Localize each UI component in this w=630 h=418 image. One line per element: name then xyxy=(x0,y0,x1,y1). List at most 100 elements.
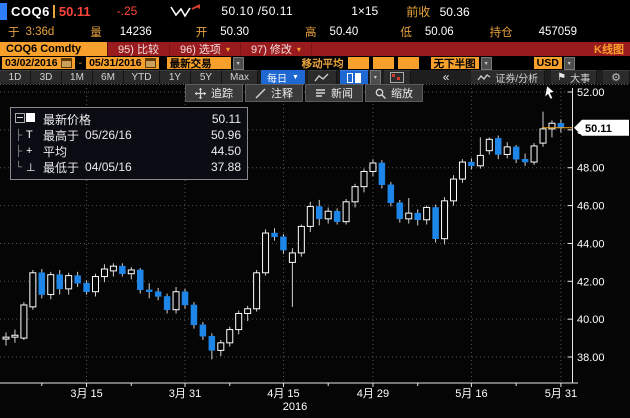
candle xyxy=(333,211,341,222)
candle xyxy=(181,291,189,306)
low-marker-icon: ⊥ xyxy=(26,161,36,174)
zoom-button[interactable]: 缩放 xyxy=(365,84,423,102)
svg-text:50.11: 50.11 xyxy=(585,123,612,135)
big-events-button[interactable]: ⚑ 大事 xyxy=(551,70,598,85)
calendar-icon[interactable] xyxy=(144,58,156,68)
date-from-input[interactable]: 03/02/2016 xyxy=(2,57,75,69)
view-title: K线图 xyxy=(594,44,624,56)
candle xyxy=(145,289,153,292)
candle xyxy=(360,171,368,188)
bid-ask: 50.10 /50.11 xyxy=(221,4,294,18)
candle xyxy=(253,272,261,310)
magnifier-icon xyxy=(375,88,386,99)
ticker-symbol: COQ6 xyxy=(11,3,50,19)
high-value: 50.40 xyxy=(329,26,359,38)
x-tick-label: 4月 29 xyxy=(357,388,389,400)
x-tick-label: 3月 31 xyxy=(169,388,201,400)
tab-1d[interactable]: 1D xyxy=(0,70,31,84)
annotate-button[interactable]: 注释 xyxy=(245,84,303,102)
tab-1m[interactable]: 1M xyxy=(62,70,93,84)
chart-type-dropdown-button[interactable]: ▾ xyxy=(369,70,381,85)
line-chart-button[interactable] xyxy=(307,70,337,84)
candle xyxy=(414,212,421,221)
lower-panel-dropdown-button[interactable]: ▾ xyxy=(480,56,492,70)
tab-6m[interactable]: 6M xyxy=(93,70,124,84)
security-analysis-button[interactable]: 证券/分析 xyxy=(471,70,546,85)
period-select[interactable]: 每日 ▼ xyxy=(261,70,305,85)
events-calendar-icon xyxy=(389,72,404,83)
y-tick-label: 46.00 xyxy=(577,201,605,213)
ma-input-3[interactable] xyxy=(397,57,419,69)
lower-panel-select[interactable]: 无下半图 xyxy=(430,57,479,70)
command-cursor-block xyxy=(0,2,7,20)
track-button[interactable]: 追踪 xyxy=(185,84,243,102)
chevron-down-icon: ▾ xyxy=(296,44,301,54)
ma-input-2[interactable] xyxy=(372,57,394,69)
tab-1y[interactable]: 1Y xyxy=(160,70,191,84)
settings-button[interactable]: ⚙ xyxy=(603,70,630,84)
candle xyxy=(441,200,449,240)
candle xyxy=(100,268,108,278)
calendar-icon[interactable] xyxy=(60,58,72,68)
tab-ytd[interactable]: YTD xyxy=(124,70,160,84)
prev-close-label: 前收 xyxy=(406,4,431,19)
tab-5y[interactable]: 5Y xyxy=(191,70,222,84)
candlestick-chart-area[interactable]: 38.0040.0042.0044.0046.0048.0050.0052.00… xyxy=(0,84,630,418)
legend-low-date: 04/05/16 xyxy=(85,160,132,174)
news-button[interactable]: 新闻 xyxy=(305,84,363,102)
ma-input-1[interactable] xyxy=(347,57,369,69)
chart-legend: 最新价格 50.11 ├ T 最高于 05/26/16 50.96 ├ + 平均… xyxy=(10,107,248,180)
candle xyxy=(342,201,350,223)
legend-expander[interactable] xyxy=(15,112,26,126)
candle xyxy=(432,207,439,239)
volume-label: 量 xyxy=(90,27,102,39)
candle xyxy=(271,232,278,238)
chevron-down-icon: ▼ xyxy=(292,73,299,81)
legend-high-date: 05/26/16 xyxy=(85,128,132,142)
candle xyxy=(450,178,457,202)
legend-low-value: 37.88 xyxy=(210,160,241,174)
candle xyxy=(548,122,556,130)
menu-edit[interactable]: 97) 修改 ▾ xyxy=(241,42,312,56)
events-button[interactable] xyxy=(383,70,411,84)
prev-close-value: 50.36 xyxy=(439,4,470,19)
candle xyxy=(127,269,135,275)
candlestick-icon xyxy=(346,72,353,83)
price-field-select[interactable]: 最新交易 xyxy=(166,57,231,70)
field-dropdown-button[interactable]: ▾ xyxy=(232,56,244,70)
y-tick-label: 40.00 xyxy=(577,314,605,326)
candle xyxy=(262,232,270,274)
candle xyxy=(226,329,234,344)
price-change: -.25 xyxy=(116,4,138,18)
candle xyxy=(83,282,90,292)
gear-icon: ⚙ xyxy=(611,72,621,84)
collapse-panel-button[interactable]: « xyxy=(442,70,450,84)
candle xyxy=(56,274,63,290)
candle xyxy=(396,202,404,220)
ticker-box[interactable]: COQ6 Comdty xyxy=(0,42,108,56)
candlestick-icon xyxy=(354,72,361,83)
volume-value: 14236 xyxy=(119,26,152,38)
candle xyxy=(521,158,529,163)
last-price-swatch xyxy=(26,113,43,125)
candle xyxy=(280,236,287,251)
menu-options[interactable]: 96) 选项 ▾ xyxy=(170,42,241,56)
chart-hover-toolbar: 追踪 注释 新闻 缩放 xyxy=(185,84,425,102)
candle xyxy=(557,122,565,129)
flag-icon: ⚑ xyxy=(557,72,567,83)
candle-chart-button[interactable] xyxy=(339,70,369,84)
currency-dropdown-button[interactable]: ▾ xyxy=(563,56,575,70)
legend-row-low: └ ⊥ 最低于 04/05/16 37.88 xyxy=(15,160,241,175)
menu-compare[interactable]: 95) 比较 xyxy=(108,42,170,56)
date-to-input[interactable]: 05/31/2016 xyxy=(86,57,159,69)
high-marker-icon: T xyxy=(26,129,33,141)
currency-select[interactable]: USD xyxy=(533,57,562,69)
at-label: 于 xyxy=(8,27,20,39)
candle xyxy=(405,212,413,220)
tab-max[interactable]: Max xyxy=(222,70,258,84)
x-tick-label: 4月 15 xyxy=(267,388,299,400)
tab-3d[interactable]: 3D xyxy=(31,70,62,84)
line-chart-icon xyxy=(314,73,329,81)
candle xyxy=(530,145,538,163)
